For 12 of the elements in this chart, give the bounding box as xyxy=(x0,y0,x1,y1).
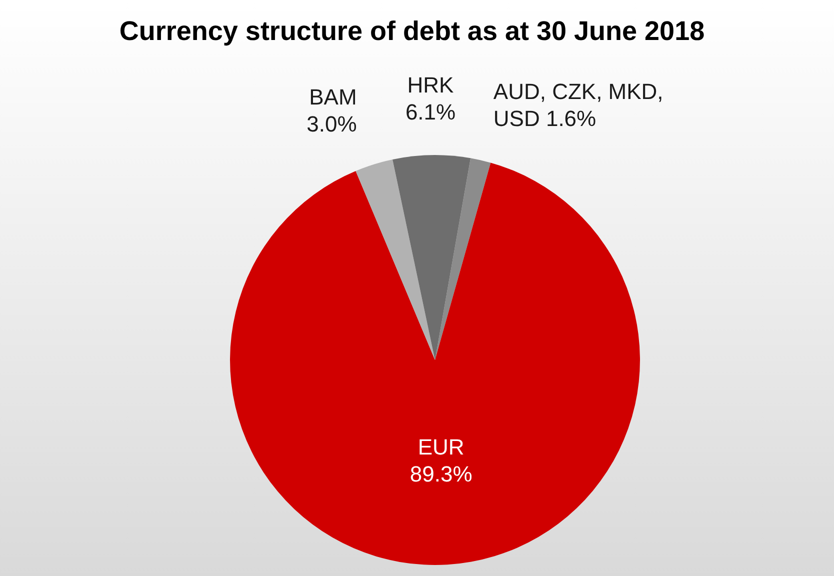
slice-label: HRK xyxy=(407,72,454,98)
slice-label: AUD, CZK, MKD, USD 1.6% xyxy=(493,79,664,132)
pie-slice xyxy=(356,159,435,360)
data-label: 89.3% xyxy=(410,461,472,486)
data-label: 6.1% xyxy=(405,100,456,125)
pie-slice xyxy=(392,155,471,360)
slice-label: EUR xyxy=(418,434,464,460)
chart-title: Currency structure of debt as at 30 June 2018 xyxy=(118,16,706,47)
pie-slice xyxy=(435,158,491,360)
data-label: 3.0% xyxy=(306,111,357,136)
pie-slice xyxy=(230,162,640,565)
slice-label: BAM xyxy=(309,84,357,110)
